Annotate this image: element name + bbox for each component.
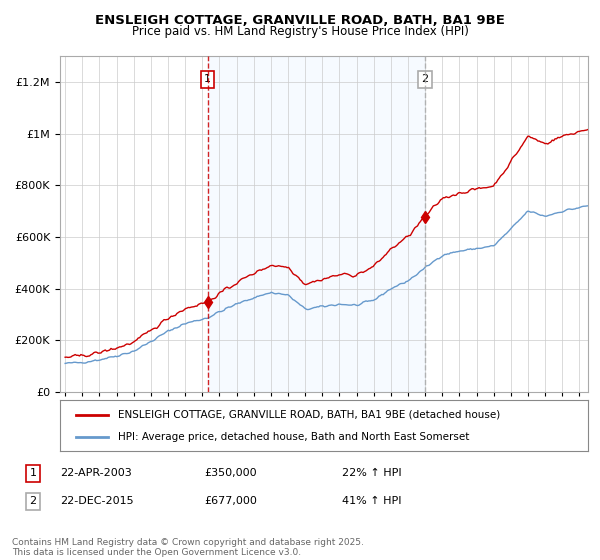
Bar bbox=[208, 56, 425, 392]
Text: Contains HM Land Registry data © Crown copyright and database right 2025.
This d: Contains HM Land Registry data © Crown c… bbox=[12, 538, 364, 557]
Text: Price paid vs. HM Land Registry's House Price Index (HPI): Price paid vs. HM Land Registry's House … bbox=[131, 25, 469, 38]
Text: 22-DEC-2015: 22-DEC-2015 bbox=[60, 496, 134, 506]
Text: ENSLEIGH COTTAGE, GRANVILLE ROAD, BATH, BA1 9BE: ENSLEIGH COTTAGE, GRANVILLE ROAD, BATH, … bbox=[95, 14, 505, 27]
Text: £350,000: £350,000 bbox=[204, 468, 257, 478]
Text: 22-APR-2003: 22-APR-2003 bbox=[60, 468, 132, 478]
Text: 2: 2 bbox=[421, 74, 428, 84]
Text: 22% ↑ HPI: 22% ↑ HPI bbox=[342, 468, 401, 478]
Text: HPI: Average price, detached house, Bath and North East Somerset: HPI: Average price, detached house, Bath… bbox=[118, 432, 469, 442]
Text: 1: 1 bbox=[204, 74, 211, 84]
Text: ENSLEIGH COTTAGE, GRANVILLE ROAD, BATH, BA1 9BE (detached house): ENSLEIGH COTTAGE, GRANVILLE ROAD, BATH, … bbox=[118, 409, 500, 419]
Text: £677,000: £677,000 bbox=[204, 496, 257, 506]
Text: 1: 1 bbox=[29, 468, 37, 478]
Text: 41% ↑ HPI: 41% ↑ HPI bbox=[342, 496, 401, 506]
Text: 2: 2 bbox=[29, 496, 37, 506]
